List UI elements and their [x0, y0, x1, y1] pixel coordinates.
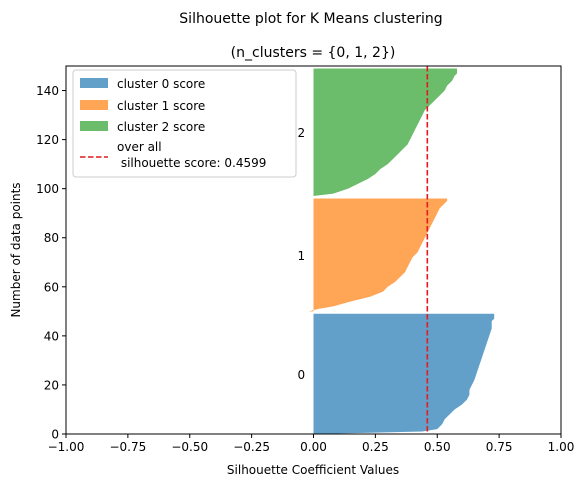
legend-label-average-line2: silhouette score: 0.4599 [117, 156, 266, 170]
x-tick-label: 0.00 [300, 440, 327, 454]
x-tick-label: 1.00 [548, 440, 575, 454]
legend-label-cluster-1: cluster 1 score [117, 99, 205, 113]
cluster-0-silhouette [313, 313, 495, 434]
cluster-2-silhouette [313, 68, 458, 197]
y-tick-label: 120 [36, 133, 59, 147]
cluster-1-silhouette [308, 198, 448, 312]
legend-box [72, 69, 297, 178]
x-tick-label: −0.75 [109, 440, 146, 454]
x-tick-label: −0.50 [171, 440, 208, 454]
legend-swatch-cluster-1 [80, 100, 108, 110]
x-tick-label: 0.75 [486, 440, 513, 454]
x-ticks: −1.00 −0.75 −0.50 −0.25 0.00 0.25 0.50 0.75 1.00 [48, 434, 575, 454]
y-tick-label: 20 [44, 378, 59, 392]
y-tick-label: 0 [51, 428, 59, 442]
cluster-0-label: 0 [297, 368, 305, 382]
cluster-2-label: 2 [297, 126, 305, 140]
x-tick-label: 0.50 [424, 440, 451, 454]
legend: cluster 0 score cluster 1 score cluster … [72, 69, 297, 178]
legend-swatch-cluster-2 [80, 121, 108, 131]
x-axis-label: Silhouette Coefficient Values [227, 463, 399, 477]
x-tick-label: −1.00 [48, 440, 85, 454]
plot-area: 0 1 2 −1.00 −0.75 −0.50 −0.25 0.00 0.25 0.50 0.75… [36, 65, 575, 454]
y-ticks: 0 20 40 60 80 100 120 140 [36, 84, 66, 442]
y-tick-label: 80 [44, 231, 59, 245]
cluster-1-label: 1 [297, 249, 305, 263]
legend-label-cluster-0: cluster 0 score [117, 77, 205, 91]
x-tick-label: −0.25 [233, 440, 270, 454]
legend-swatch-cluster-0 [80, 78, 108, 88]
y-tick-label: 140 [36, 84, 59, 98]
y-tick-label: 60 [44, 280, 59, 294]
chart-title: Silhouette plot for K Means clustering [179, 11, 442, 27]
clusters-layer: 0 1 2 [297, 68, 495, 434]
x-tick-label: 0.25 [362, 440, 389, 454]
legend-label-cluster-2: cluster 2 score [117, 120, 205, 134]
chart-subtitle: (n_clusters = {0, 1, 2}) [231, 45, 396, 61]
y-tick-label: 100 [36, 182, 59, 196]
y-axis-label: Number of data points [9, 182, 23, 317]
legend-label-average-line1: over all [117, 140, 162, 154]
y-tick-label: 40 [44, 329, 59, 343]
